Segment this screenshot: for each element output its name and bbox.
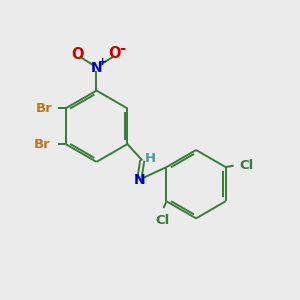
Text: Br: Br	[34, 138, 51, 151]
Text: -: -	[119, 41, 125, 56]
Text: O: O	[71, 47, 84, 62]
Text: O: O	[108, 46, 121, 62]
Text: N: N	[134, 173, 145, 187]
Text: Br: Br	[35, 102, 52, 115]
Text: Cl: Cl	[155, 214, 169, 227]
Text: +: +	[98, 57, 107, 67]
Text: Cl: Cl	[240, 159, 254, 172]
Text: H: H	[145, 152, 156, 164]
Text: N: N	[91, 61, 102, 75]
